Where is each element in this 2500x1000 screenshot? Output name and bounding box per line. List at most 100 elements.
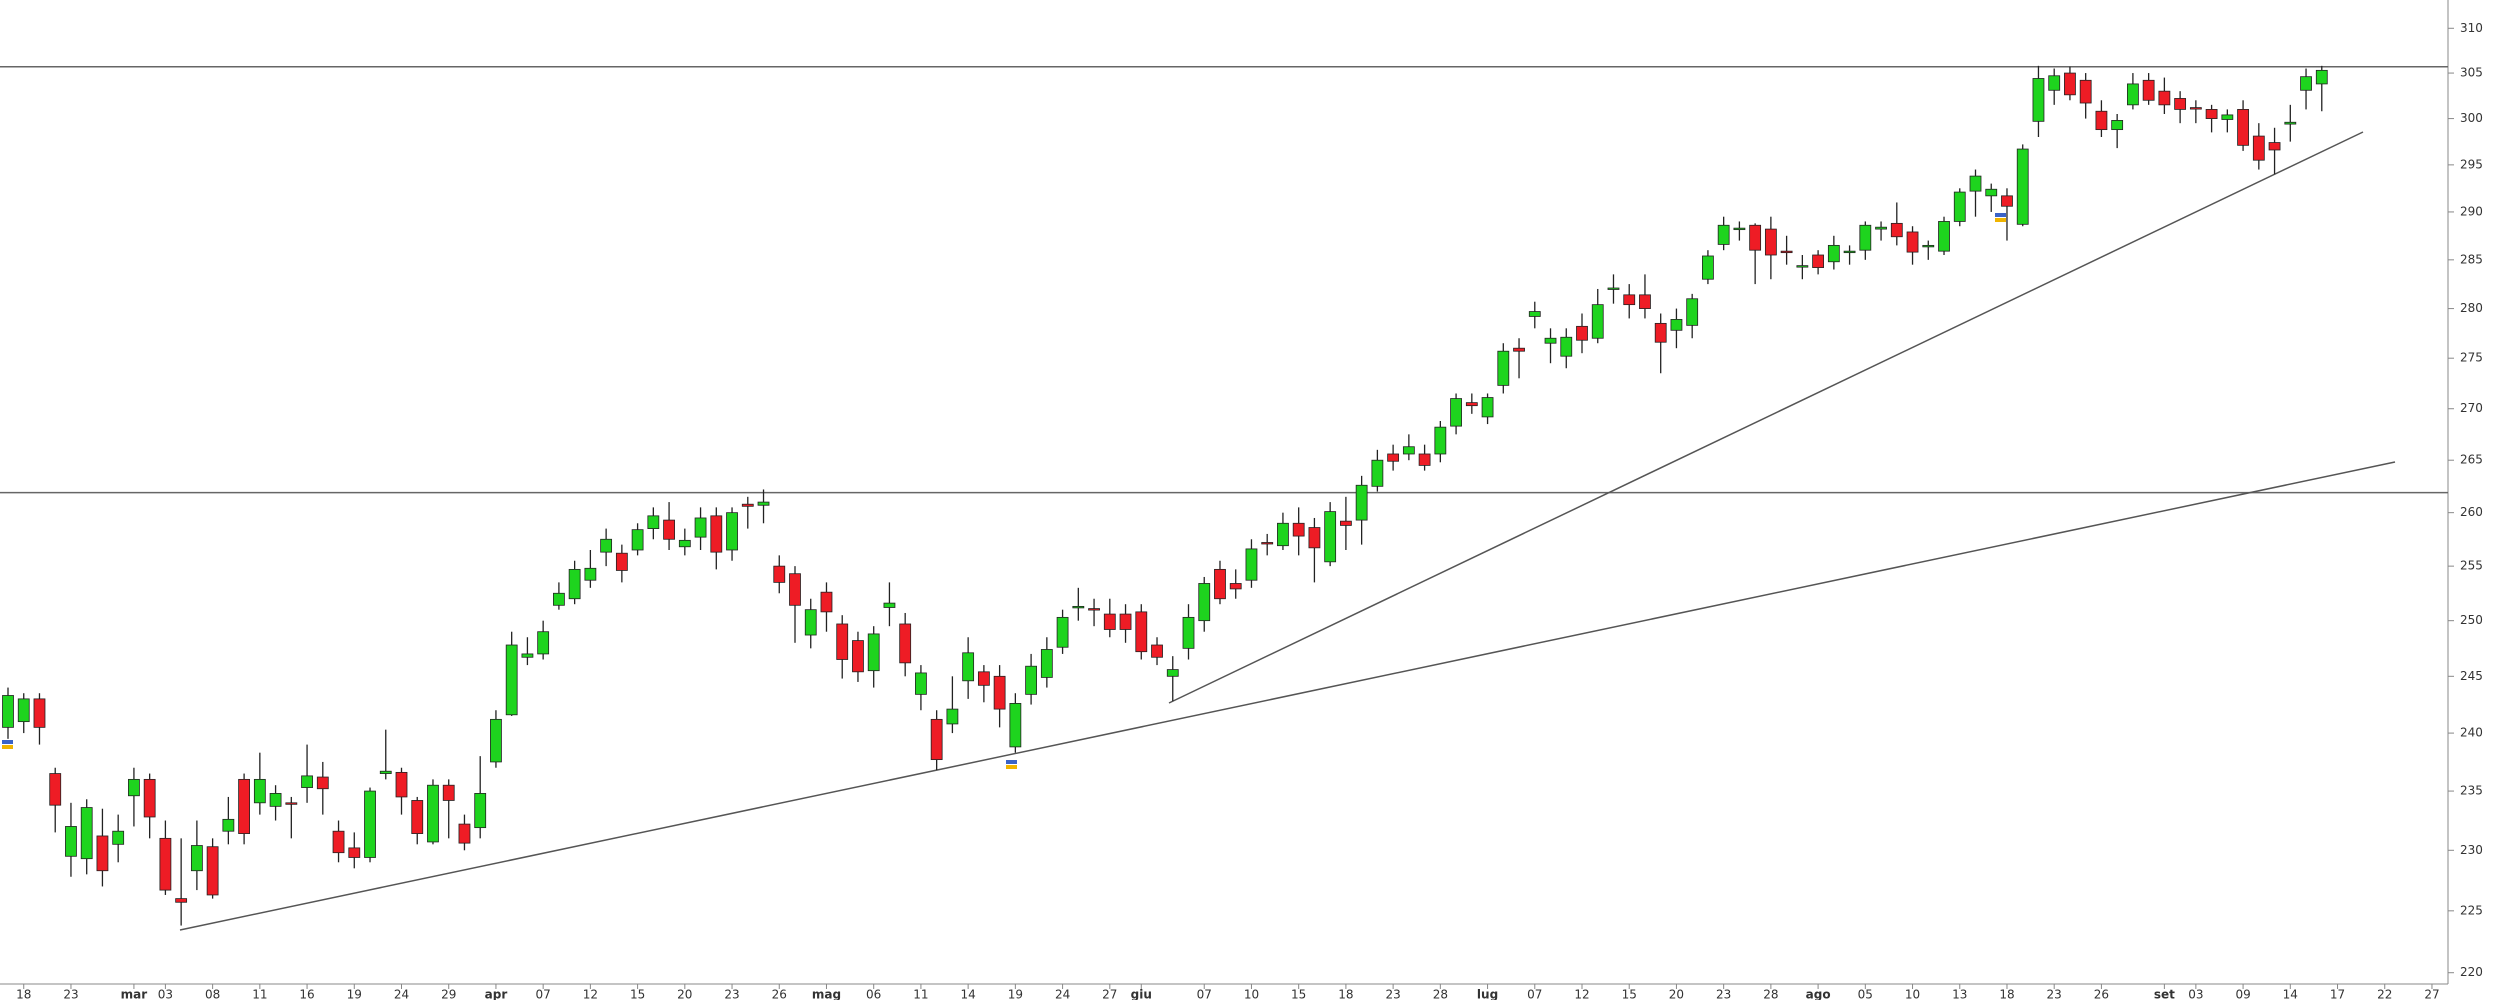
candle-body (1103, 613, 1116, 630)
candle-body (1654, 322, 1667, 343)
candle-body (1591, 304, 1604, 339)
x-tick-label: 11 (913, 988, 928, 1000)
x-tick-label: ago (1806, 988, 1831, 1000)
x-tick-label: 29 (441, 988, 456, 1000)
candle-body (1245, 548, 1258, 581)
x-tick-label: 24 (1055, 988, 1070, 1000)
y-tick-label: 230 (2460, 843, 2483, 857)
candle-body (521, 653, 534, 658)
x-tick-label: 20 (677, 988, 692, 1000)
candle-body (1292, 522, 1305, 537)
candle-body (2300, 76, 2312, 91)
y-tick-label: 260 (2460, 505, 2483, 519)
y-tick-label: 295 (2460, 157, 2483, 171)
candle-body (96, 835, 109, 872)
candle-body (1418, 453, 1431, 466)
candle-body (741, 503, 754, 507)
candle-body (1119, 613, 1132, 630)
x-tick-label: 09 (2235, 988, 2250, 1000)
candle-body (1450, 398, 1462, 427)
y-tick-label: 245 (2460, 669, 2483, 683)
candle-body (631, 529, 644, 551)
candle-body (1198, 583, 1211, 622)
candle-body (2048, 75, 2061, 91)
y-tick-label: 255 (2460, 559, 2483, 573)
candle-body (2315, 69, 2328, 85)
candle-body (1135, 611, 1148, 653)
candle-body (159, 837, 172, 891)
candle-body (379, 770, 392, 774)
candle-body (1702, 255, 1714, 280)
candle-body (411, 800, 424, 834)
candle-body (2126, 83, 2139, 106)
candle-body (80, 807, 93, 860)
candle-body (2, 695, 14, 728)
x-tick-label: 13 (1952, 988, 1967, 1000)
candle-body (2284, 121, 2297, 125)
candle-body (332, 830, 345, 854)
x-tick-label: 10 (1244, 988, 1259, 1000)
x-tick-label: 12 (583, 988, 598, 1000)
candle-body (1780, 250, 1793, 254)
candle-body (285, 802, 298, 805)
x-tick-label: apr (485, 988, 508, 1000)
candle-body (852, 640, 864, 673)
x-tick-label: 11 (252, 988, 267, 1000)
x-tick-label: 03 (158, 988, 173, 1000)
candle-body (458, 823, 471, 844)
candle-body (2158, 90, 2171, 106)
x-tick-label: 18 (16, 988, 31, 1000)
x-tick-label: lug (1477, 988, 1498, 1000)
y-tick-label: 250 (2460, 613, 2483, 627)
x-tick-label: 03 (2188, 988, 2203, 1000)
candle-body (1639, 294, 1651, 309)
candle-body (726, 512, 738, 551)
candle-body (1576, 325, 1588, 341)
candle-body (930, 718, 943, 761)
x-tick-label: 17 (2330, 988, 2345, 1000)
candle-body (1151, 644, 1163, 658)
candle-body (1796, 265, 1809, 268)
x-tick-label: 07 (536, 988, 551, 1000)
candle-body (836, 623, 849, 660)
y-tick-label: 265 (2460, 453, 2483, 467)
candle-body (1985, 188, 1998, 197)
candle-body (2221, 114, 2234, 120)
x-tick-label: 24 (394, 988, 409, 1000)
candle-body (2174, 98, 2187, 110)
candle-body (2032, 78, 2045, 122)
candle-body (1733, 227, 1746, 231)
x-tick-label: 07 (1197, 988, 1212, 1000)
candle-body (206, 846, 219, 896)
candle-body (1465, 402, 1478, 407)
candle-body (1025, 665, 1037, 695)
candle-body (2237, 109, 2249, 146)
candle-body (348, 847, 361, 858)
candle-body (1009, 703, 1022, 748)
x-tick-label: 15 (1622, 988, 1637, 1000)
event-icon (1995, 213, 2006, 222)
candle-body (505, 644, 518, 716)
candle-body (1355, 484, 1368, 521)
x-tick-label: 26 (2094, 988, 2109, 1000)
y-tick-label: 290 (2460, 204, 2483, 218)
x-tick-label: mar (121, 988, 148, 1000)
x-tick-label: 23 (2047, 988, 2062, 1000)
candle-body (364, 790, 376, 858)
x-tick-label: 23 (63, 988, 78, 1000)
candle-body (899, 623, 912, 664)
candle-body (1875, 226, 1887, 230)
candle-body (1040, 649, 1053, 678)
candle-body (1214, 568, 1226, 600)
x-tick-label: 18 (1999, 988, 2014, 1000)
candle-body (1166, 669, 1179, 677)
x-tick-label: 28 (1763, 988, 1778, 1000)
candle-body (1402, 446, 1415, 455)
candle-body (1686, 298, 1699, 326)
y-tick-label: 300 (2460, 111, 2483, 125)
candle-body (1827, 244, 1840, 263)
candle-body (269, 793, 282, 807)
candle-body (977, 671, 990, 686)
levels (0, 65, 2448, 494)
